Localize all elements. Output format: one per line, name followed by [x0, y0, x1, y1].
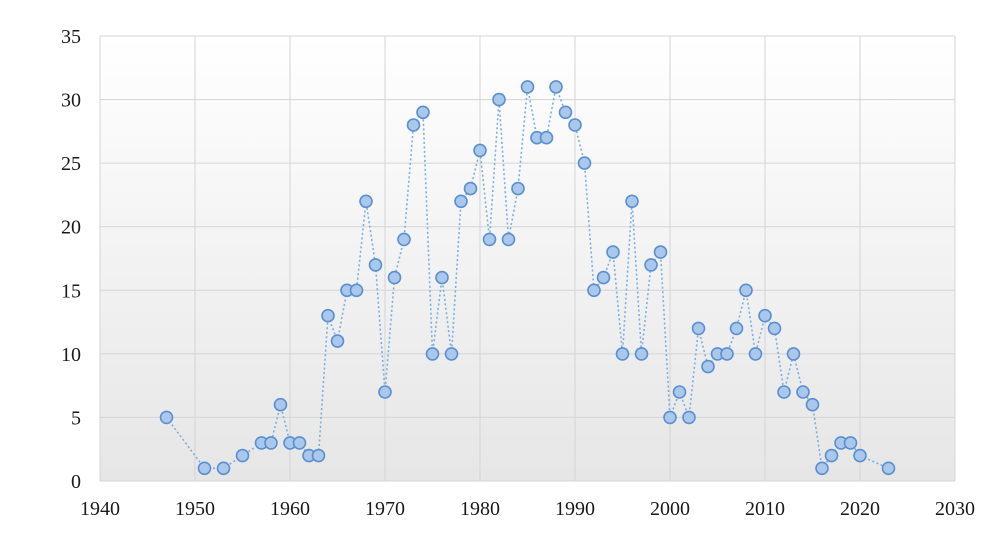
- gridlines: [99, 35, 956, 482]
- data-point: [615, 347, 630, 361]
- x-tick-label: 1960: [270, 498, 310, 520]
- series-line: [165, 83, 889, 471]
- data-point: [587, 283, 601, 298]
- data-point: [577, 156, 592, 170]
- data-point: [625, 194, 639, 209]
- data-point: [501, 232, 516, 247]
- data-point: [473, 143, 487, 158]
- x-tick-label: 1990: [555, 498, 595, 520]
- data-point: [349, 283, 364, 298]
- y-tick-label: 35: [61, 26, 81, 48]
- x-tick-label: 1980: [460, 498, 500, 520]
- data-point: [653, 245, 668, 259]
- data-point: [273, 397, 288, 412]
- data-point: [378, 385, 392, 399]
- data-point: [425, 347, 440, 361]
- data-point: [796, 385, 810, 399]
- data-point: [786, 347, 801, 361]
- axis-tick-labels: 1940 1950 1960 1970 1980 1990 2000 2010 2020 2030…: [61, 26, 975, 520]
- data-point: [644, 258, 658, 272]
- data-point: [482, 232, 497, 247]
- data-point: [463, 181, 478, 196]
- data-point: [292, 436, 307, 450]
- data-point: [824, 448, 839, 463]
- data-point: [397, 232, 411, 247]
- plot-area: [100, 36, 955, 481]
- data-point: [843, 436, 858, 450]
- x-tick-label: 2000: [650, 498, 690, 520]
- data-point: [739, 283, 753, 298]
- data-point: [368, 258, 383, 272]
- data-point: [805, 397, 820, 412]
- x-tick-label: 2020: [840, 498, 880, 520]
- x-tick-label: 2010: [745, 498, 785, 520]
- data-point: [815, 461, 829, 476]
- data-point: [606, 245, 620, 259]
- y-tick-label: 5: [71, 407, 81, 429]
- data-point: [748, 347, 763, 361]
- data-point: [701, 359, 715, 374]
- data-point: [321, 308, 335, 323]
- x-tick-label: 1950: [175, 498, 215, 520]
- data-point: [406, 118, 421, 132]
- data-point: [758, 308, 772, 323]
- data-point: [853, 448, 867, 463]
- data-point: [596, 270, 611, 285]
- data-point: [663, 410, 677, 425]
- data-point: [444, 347, 459, 361]
- data-point: [197, 461, 212, 476]
- data-point: [511, 181, 525, 196]
- y-tick-label: 0: [71, 471, 81, 493]
- data-point: [387, 270, 402, 285]
- data-series: [159, 80, 896, 476]
- data-point: [881, 461, 896, 476]
- data-point: [235, 448, 250, 463]
- data-point: [216, 461, 231, 476]
- data-point: [454, 194, 468, 209]
- y-tick-label: 15: [61, 280, 81, 302]
- y-tick-label: 25: [61, 153, 81, 175]
- data-point: [672, 385, 687, 399]
- x-tick-label: 1940: [80, 498, 120, 520]
- data-point: [682, 410, 696, 425]
- data-point: [777, 385, 791, 399]
- y-tick-label: 10: [61, 344, 81, 366]
- data-point: [311, 448, 326, 463]
- data-point: [492, 92, 506, 107]
- data-point: [568, 118, 582, 132]
- data-point: [159, 410, 174, 425]
- data-point: [539, 130, 554, 145]
- data-point: [416, 105, 430, 120]
- data-point: [330, 334, 345, 348]
- data-point: [558, 105, 573, 120]
- x-tick-label: 1970: [365, 498, 405, 520]
- data-point: [720, 347, 734, 361]
- data-point: [634, 347, 649, 361]
- x-tick-label: 2030: [935, 498, 975, 520]
- data-point: [520, 80, 535, 94]
- data-point: [435, 270, 449, 285]
- y-tick-label: 30: [61, 90, 81, 112]
- y-tick-label: 20: [61, 217, 81, 239]
- data-point: [359, 194, 373, 209]
- data-point: [729, 321, 744, 336]
- data-point: [549, 80, 563, 94]
- data-point: [767, 321, 782, 336]
- data-point: [264, 436, 278, 450]
- data-point: [691, 321, 706, 336]
